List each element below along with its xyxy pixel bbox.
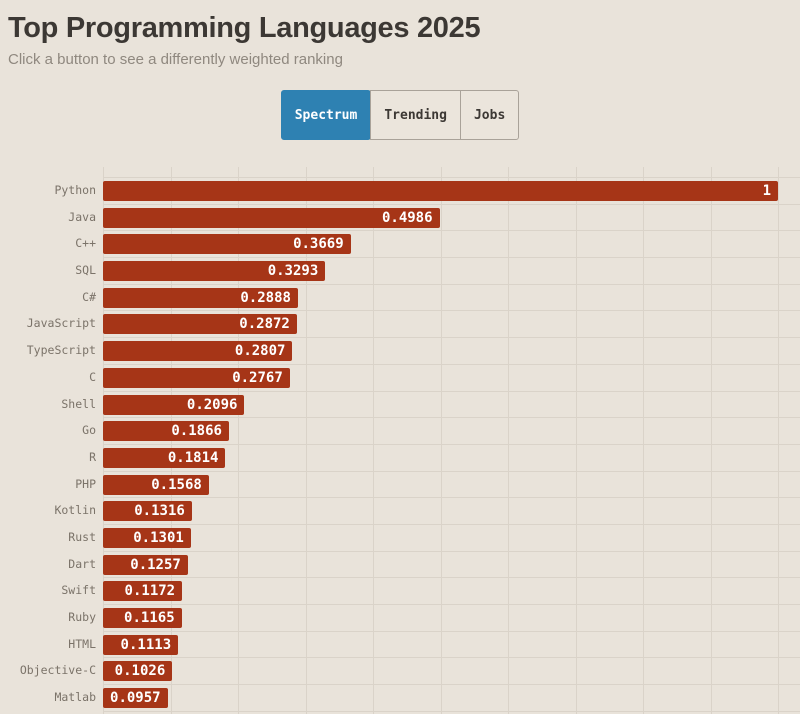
- bar-label: Python: [54, 183, 96, 197]
- bar-track: 0.1113: [103, 630, 800, 658]
- bar-track: 0.2872: [103, 310, 800, 337]
- tab-trending[interactable]: Trending: [370, 90, 461, 140]
- bar: 0.1301: [103, 527, 191, 548]
- bar-row: C 0.2767: [0, 363, 800, 391]
- vertical-gridline: [305, 167, 307, 714]
- bar-row: Matlab 0.0957: [0, 684, 800, 711]
- bar-row: Kotlin 0.1316: [0, 497, 800, 524]
- bar-track: 0.1568: [103, 470, 800, 498]
- bar-track: 0.1866: [103, 417, 800, 444]
- bar-label: Swift: [61, 583, 96, 598]
- vertical-gridline: [710, 167, 712, 714]
- bar: 0.4986: [103, 207, 440, 228]
- bar: 0.1568: [103, 474, 209, 495]
- bar: 0.1026: [103, 661, 173, 682]
- bar-row: PHP 0.1568: [0, 470, 800, 498]
- bar-row: Dart 0.1257: [0, 550, 800, 578]
- tab-spectrum[interactable]: Spectrum: [280, 90, 372, 140]
- bar-row: Rust 0.1301: [0, 523, 800, 551]
- bar-track: 0.1165: [103, 604, 800, 631]
- bar: 0.1257: [103, 554, 188, 575]
- bar-row: SQL 0.3293: [0, 257, 800, 284]
- bar-label: Matlab: [54, 690, 96, 705]
- bar-track: 0.1026: [103, 657, 800, 684]
- bar: 0.1814: [103, 447, 226, 468]
- tab-jobs[interactable]: Jobs: [459, 90, 520, 140]
- bar: 0.1316: [103, 501, 192, 522]
- bar-label: Dart: [68, 556, 96, 571]
- bar: 0.2807: [103, 341, 293, 362]
- bar-row: C# 0.2888: [0, 283, 800, 311]
- bar-track: 0.1316: [103, 497, 800, 524]
- bar-track: 0.4986: [103, 203, 800, 231]
- bar-row: HTML 0.1113: [0, 630, 800, 658]
- vertical-gridline: [508, 167, 509, 714]
- vertical-gridline: [373, 167, 374, 714]
- bar-label: Objective-C: [19, 663, 96, 678]
- bar-label: C++: [75, 236, 96, 251]
- bar: 0.2096: [103, 394, 245, 415]
- bar-label: C#: [82, 289, 96, 304]
- bar-label: Go: [82, 423, 96, 438]
- bar-track: 0.3669: [103, 230, 800, 257]
- bar-label: R: [89, 449, 96, 464]
- bar-track: 0.3293: [103, 257, 800, 284]
- bar-row: Swift 0.1172: [0, 577, 800, 604]
- vertical-gridline: [643, 167, 644, 714]
- page-subtitle: Click a button to see a differently weig…: [8, 51, 343, 68]
- bar-row: Ruby 0.1165: [0, 604, 800, 631]
- bar: 0.3293: [103, 261, 326, 282]
- bar-row: JavaScript 0.2872: [0, 310, 800, 337]
- bar: 0.1113: [103, 634, 179, 655]
- bar: 0.0957: [103, 688, 168, 709]
- bar-track: 0.1814: [103, 443, 800, 471]
- bar-label: PHP: [75, 476, 96, 491]
- bar: 0.1165: [103, 608, 182, 628]
- bar-row: Shell 0.2096: [0, 390, 800, 418]
- bar-label: Shell: [61, 396, 96, 411]
- bar-track: 0.1172: [103, 577, 800, 604]
- bar-label: Kotlin: [54, 503, 96, 518]
- bar-label: Java: [68, 209, 96, 224]
- bar-label: HTML: [68, 636, 96, 651]
- bar-row: R 0.1814: [0, 443, 800, 471]
- bar-track: 0.2807: [103, 337, 800, 364]
- vertical-gridline: [440, 167, 442, 714]
- bar-label: Rust: [68, 529, 96, 544]
- chart-rows: Python 1 Java 0.4986 C++ 0.3669 SQL 0.3293 C# 0.2…: [0, 167, 800, 711]
- bar-label: TypeScript: [26, 343, 96, 358]
- bar-chart: Python 1 Java 0.4986 C++ 0.3669 SQL 0.3293 C# 0.2…: [0, 167, 800, 714]
- bar: 0.1172: [103, 581, 183, 602]
- bar-track: 0.2767: [103, 363, 800, 391]
- bar-label: C: [89, 369, 96, 384]
- bar: 0.3669: [103, 234, 351, 255]
- vertical-gridline: [778, 167, 779, 714]
- bar: 0.2767: [103, 367, 290, 388]
- bar-row: Objective-C 0.1026: [0, 657, 800, 684]
- bar-row: Python 1: [0, 177, 800, 204]
- bar-label: SQL: [75, 263, 96, 278]
- bar-track: 0.2888: [103, 283, 800, 311]
- bar-track: 0.2096: [103, 390, 800, 418]
- bar-track: 0.1257: [103, 550, 800, 578]
- bar-label: Ruby: [68, 610, 96, 624]
- chart-baseline: [103, 710, 800, 712]
- bar-row: TypeScript 0.2807: [0, 337, 800, 364]
- bar-row: C++ 0.3669: [0, 230, 800, 257]
- bar-row: Java 0.4986: [0, 203, 800, 231]
- page-title: Top Programming Languages 2025: [8, 12, 481, 44]
- weighting-tab-group: Spectrum Trending Jobs: [0, 90, 800, 140]
- vertical-gridline: [238, 167, 239, 714]
- bar-track: 1: [103, 177, 800, 204]
- bar: 0.2888: [103, 287, 298, 308]
- bar: 1: [103, 181, 778, 201]
- vertical-gridline: [575, 167, 577, 714]
- bar: 0.2872: [103, 314, 297, 335]
- bar-row: Go 0.1866: [0, 417, 800, 444]
- page-header: Top Programming Languages 2025 Click a b…: [0, 0, 800, 70]
- bar-track: 0.0957: [103, 684, 800, 711]
- bar-track: 0.1301: [103, 523, 800, 551]
- bar-label: JavaScript: [26, 316, 96, 331]
- bar: 0.1866: [103, 421, 229, 442]
